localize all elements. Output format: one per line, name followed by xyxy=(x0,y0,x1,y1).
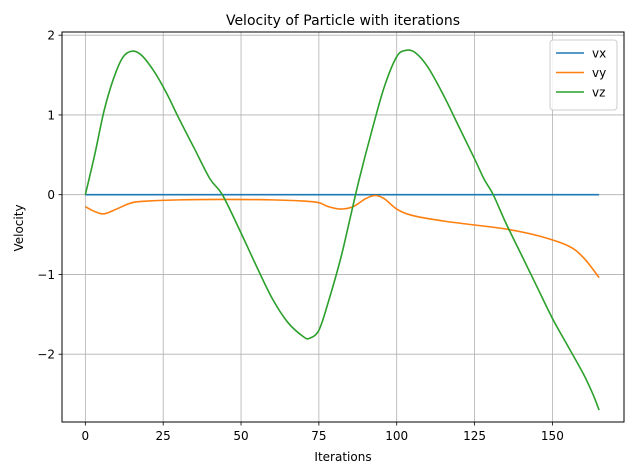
x-tick-label: 0 xyxy=(82,429,90,443)
series-layer xyxy=(84,49,600,411)
series-line-vy xyxy=(84,194,600,279)
legend-label-vx: vx xyxy=(592,47,606,61)
y-tick-label: 2 xyxy=(47,29,55,43)
plot-frame xyxy=(61,31,625,423)
axis-ticks: 0 25 50 75 100 125 150 −2 −1 0 1 2 xyxy=(37,29,564,443)
legend-label-vy: vy xyxy=(592,66,606,80)
series-line-vz xyxy=(84,49,600,411)
y-tick-label: 1 xyxy=(47,108,55,122)
y-tick-label: −1 xyxy=(37,268,55,282)
x-tick-label: 150 xyxy=(541,429,564,443)
legend-box xyxy=(549,39,618,111)
legend: vx vy vz xyxy=(549,39,618,111)
y-axis-label: Velocity xyxy=(12,204,26,251)
y-tick-label: 0 xyxy=(47,188,55,202)
x-tick-label: 25 xyxy=(156,429,171,443)
x-tick-label: 50 xyxy=(233,429,248,443)
x-tick-label: 75 xyxy=(311,429,326,443)
chart-title: Velocity of Particle with iterations xyxy=(226,13,460,29)
x-tick-label: 100 xyxy=(385,429,408,443)
x-tick-label: 125 xyxy=(463,429,486,443)
legend-label-vz: vz xyxy=(592,86,605,100)
x-axis-label: Iterations xyxy=(314,450,371,464)
y-tick-label: −2 xyxy=(37,348,55,362)
